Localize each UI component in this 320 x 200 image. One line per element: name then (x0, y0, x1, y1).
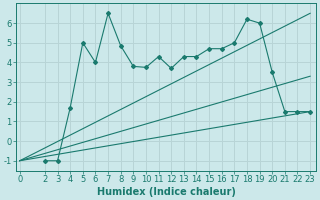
X-axis label: Humidex (Indice chaleur): Humidex (Indice chaleur) (97, 187, 236, 197)
